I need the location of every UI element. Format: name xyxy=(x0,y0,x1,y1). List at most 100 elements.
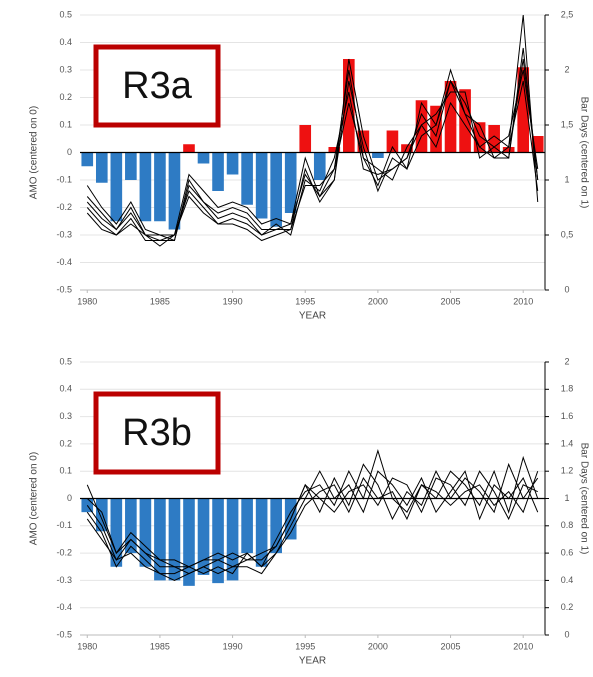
y-tick-label: 0.4 xyxy=(59,384,72,394)
y-axis-title: AMO (centered on 0) xyxy=(29,452,40,545)
y-tick-label: 0.2 xyxy=(59,92,72,102)
y2-axis-title: Bar Days (centered on 1) xyxy=(578,443,589,555)
bar xyxy=(241,498,253,554)
y-tick-label: -0.3 xyxy=(56,575,72,585)
bar xyxy=(430,105,442,153)
y-tick-label: 0.2 xyxy=(59,438,72,448)
x-tick-label: 2010 xyxy=(513,641,533,651)
bar xyxy=(459,89,471,153)
bar xyxy=(473,122,486,153)
bar xyxy=(110,498,123,567)
bar xyxy=(255,152,268,219)
y-tick-label: -0.2 xyxy=(56,202,72,212)
bar xyxy=(255,498,268,567)
y2-tick-label: 2 xyxy=(564,356,569,366)
bar xyxy=(488,125,500,153)
y-tick-label: 0 xyxy=(67,147,72,157)
y-tick-label: -0.5 xyxy=(56,284,72,294)
bar xyxy=(183,144,195,153)
bar xyxy=(183,498,195,586)
x-tick-label: 1985 xyxy=(150,296,170,306)
y2-tick-label: 0.2 xyxy=(561,602,574,612)
y2-tick-label: 0.8 xyxy=(561,520,574,530)
bar xyxy=(95,498,108,532)
bar xyxy=(95,152,108,183)
bar xyxy=(81,152,94,167)
x-tick-label: 2005 xyxy=(441,296,461,306)
y-tick-label: -0.2 xyxy=(56,547,72,557)
bar xyxy=(154,498,166,581)
x-tick-label: 2005 xyxy=(441,641,461,651)
y-axis-title: AMO (centered on 0) xyxy=(29,106,40,199)
y2-tick-label: 1 xyxy=(564,493,569,503)
x-tick-label: 1985 xyxy=(150,641,170,651)
line xyxy=(86,470,539,575)
x-axis-title: YEAR xyxy=(299,656,326,667)
x-axis-title: YEAR xyxy=(299,311,326,322)
bar xyxy=(444,81,457,153)
x-tick-label: 1995 xyxy=(295,296,315,306)
y2-tick-label: 0.6 xyxy=(561,547,574,557)
bar xyxy=(139,152,152,222)
y2-tick-label: 1 xyxy=(564,174,569,184)
bar xyxy=(328,147,341,153)
bar xyxy=(110,152,123,222)
line xyxy=(86,449,539,568)
line xyxy=(86,470,538,568)
bar xyxy=(502,147,515,153)
bar xyxy=(125,498,137,554)
y-tick-label: -0.4 xyxy=(56,257,72,267)
y2-tick-label: 1.6 xyxy=(561,411,574,421)
bar xyxy=(197,498,210,575)
label-box xyxy=(93,44,221,128)
y2-tick-label: 2 xyxy=(564,64,569,74)
bar xyxy=(212,498,224,584)
bar xyxy=(270,498,282,554)
bar xyxy=(343,59,355,153)
y-tick-label: 0.5 xyxy=(59,9,72,19)
x-tick-label: 2000 xyxy=(368,296,388,306)
bar xyxy=(415,100,428,153)
x-tick-label: 1990 xyxy=(223,641,243,651)
bar xyxy=(372,152,384,158)
y-tick-label: -0.1 xyxy=(56,174,72,184)
line xyxy=(86,47,539,236)
x-tick-label: 2000 xyxy=(368,641,388,651)
bar xyxy=(197,152,210,164)
y-tick-label: -0.3 xyxy=(56,229,72,239)
y2-tick-label: 1,5 xyxy=(561,119,574,129)
bar xyxy=(168,152,181,230)
x-tick-label: 2010 xyxy=(513,296,533,306)
bar xyxy=(154,152,166,222)
x-tick-label: 1990 xyxy=(223,296,243,306)
bar xyxy=(517,67,530,153)
bar xyxy=(531,136,544,153)
y-tick-label: 0.1 xyxy=(59,119,72,129)
y-tick-label: 0.4 xyxy=(59,37,72,47)
bar xyxy=(299,125,312,153)
panel-label: R3a xyxy=(122,65,193,107)
y-tick-label: 0 xyxy=(67,493,72,503)
bar xyxy=(212,152,224,191)
bar xyxy=(270,152,282,227)
bar xyxy=(401,144,413,153)
line xyxy=(86,58,539,247)
y2-tick-label: 1.2 xyxy=(561,466,574,476)
y-tick-label: 0.5 xyxy=(59,356,72,366)
y-tick-label: 0.3 xyxy=(59,411,72,421)
label-box xyxy=(93,391,221,475)
y-tick-label: 0.3 xyxy=(59,64,72,74)
y2-tick-label: 1.8 xyxy=(561,384,574,394)
y-tick-label: -0.5 xyxy=(56,629,72,639)
bar xyxy=(226,498,239,581)
y2-tick-label: 2,5 xyxy=(561,9,574,19)
bar xyxy=(168,498,181,581)
y2-axis-title: Bar Days (centered on 1) xyxy=(578,97,589,209)
y-tick-label: -0.4 xyxy=(56,602,72,612)
bar xyxy=(357,130,370,153)
bar xyxy=(386,130,399,153)
panel-label: R3b xyxy=(122,412,192,454)
x-tick-label: 1980 xyxy=(77,641,97,651)
